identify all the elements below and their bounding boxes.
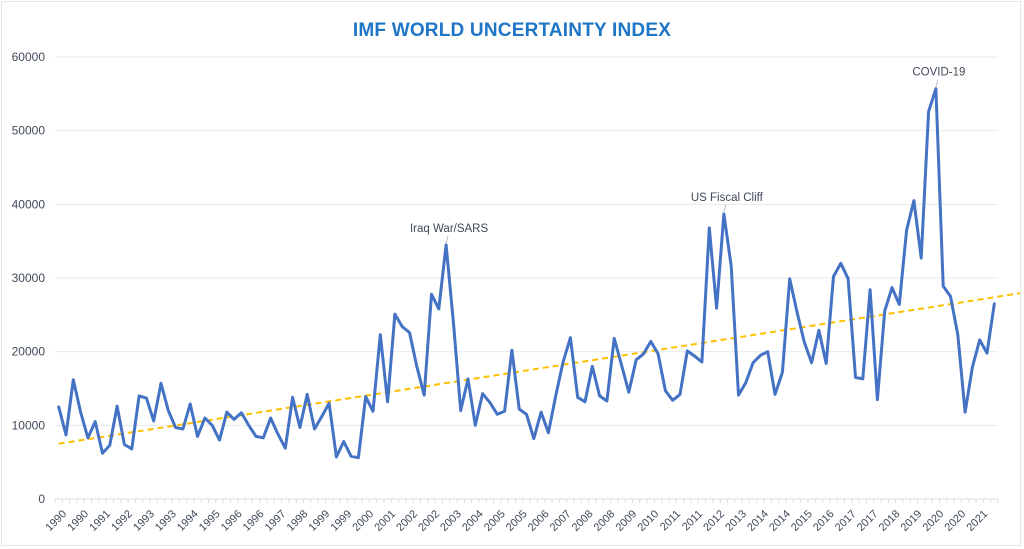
x-axis: 1990199019911992199319931994199519961996… [43,499,999,534]
annotation-leader [445,235,449,243]
y-tick-label: 20000 [12,345,46,359]
annotation-label: US Fiscal Cliff [691,192,764,204]
x-tick-label: 1993 [131,508,157,534]
annotation-leader [935,79,939,87]
x-tick-label: 2019 [899,508,925,534]
x-tick-label: 2002 [416,508,442,534]
series-line [57,87,996,460]
x-tick-label: 2002 [394,508,420,534]
x-tick-label: 1998 [285,508,311,534]
x-tick-label: 1990 [43,508,69,534]
x-tick-label: 2017 [855,508,881,534]
x-tick-label: 2000 [350,508,376,534]
series-group [57,87,996,460]
y-tick-label: 10000 [12,418,46,432]
x-tick-label: 2015 [789,508,815,534]
y-tick-label: 60000 [12,50,46,64]
x-tick-label: 2017 [833,508,859,534]
y-axis: 0 10000 20000 30000 40000 50000 60000 [12,50,46,506]
x-tick-label: 2004 [460,508,486,534]
trend-line [58,292,1021,445]
annotation-label: Iraq War/SARS [410,223,489,235]
x-tick-label: 2014 [767,508,793,534]
x-tick-label: 2012 [701,508,727,534]
grid-lines [55,56,998,500]
x-tick-label: 2021 [964,508,990,534]
x-tick-label: 1991 [87,508,113,534]
x-tick-label: 1996 [241,508,267,534]
y-tick-label: 40000 [12,197,46,211]
y-tick-label: 0 [38,492,45,506]
x-tick-label: 1993 [153,508,179,534]
x-tick-label: 2010 [636,508,662,534]
x-tick-label: 2020 [921,508,947,534]
annotations: Iraq War/SARS US Fiscal Cliff COVID-19 [410,67,965,243]
y-tick-label: 30000 [12,271,46,285]
x-tick-label: 2006 [526,508,552,534]
x-tick-label: 2003 [438,508,464,534]
annotation-leader [723,204,727,213]
x-tick-label: 1999 [329,508,355,534]
x-tick-label: 1999 [307,508,333,534]
x-tick-label: 2018 [877,508,903,534]
x-tick-label: 2011 [658,508,683,533]
chart-title: IMF WORLD UNCERTAINTY INDEX [352,20,672,41]
x-tick-label: 2005 [482,508,508,534]
x-tick-label: 2020 [943,508,969,534]
x-tick-label: 2008 [570,508,596,534]
x-tick-label: 2007 [548,508,574,534]
x-tick-label: 2005 [504,508,530,534]
x-tick-label: 2009 [614,508,640,534]
trend-line-group [58,292,1021,445]
x-tick-label: 2011 [680,508,705,533]
x-tick-label: 1996 [219,508,245,534]
x-tick-label: 1990 [65,508,91,534]
y-tick-label: 50000 [12,124,46,138]
x-tick-label: 2013 [723,508,749,534]
x-tick-label: 2014 [745,508,771,534]
x-tick-label: 1992 [109,508,135,534]
annotation-label: COVID-19 [912,67,965,79]
x-tick-label: 1997 [263,508,289,534]
x-tick-label: 1995 [197,508,223,534]
x-tick-label: 2016 [811,508,837,534]
x-tick-label: 2008 [592,508,618,534]
x-tick-label: 1994 [175,508,201,534]
x-tick-label: 2001 [372,508,398,534]
